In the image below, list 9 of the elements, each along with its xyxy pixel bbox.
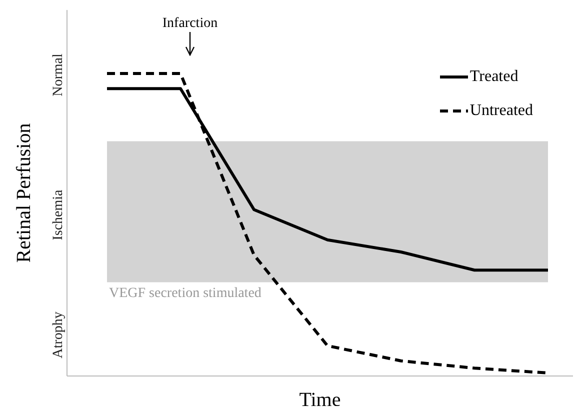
legend-label: Treated — [470, 68, 518, 86]
x-axis-title: Time — [299, 389, 341, 411]
text: Atrophy — [51, 312, 66, 358]
y-axis-title: Retinal Perfusion — [13, 123, 35, 263]
text: Ischemia — [51, 188, 66, 240]
band-label: VEGF secretion stimulated — [109, 286, 262, 302]
legend-label: Untreated — [470, 102, 533, 120]
text: Normal — [51, 54, 66, 96]
text: Infarction — [161, 16, 219, 32]
